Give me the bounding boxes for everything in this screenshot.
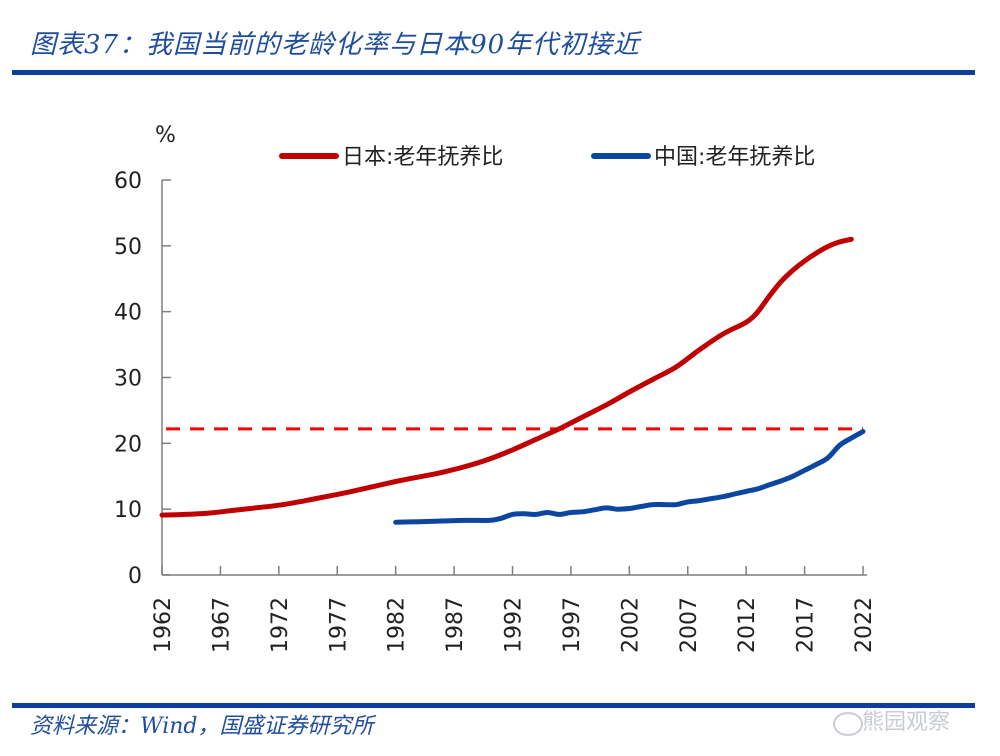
x-tick-label: 1997 bbox=[560, 597, 585, 653]
x-tick-label: 1982 bbox=[385, 597, 410, 653]
y-tick-label: 10 bbox=[114, 498, 142, 523]
wechat-icon bbox=[833, 712, 863, 736]
source-note: 资料来源：Wind，国盛证券研究所 bbox=[30, 714, 374, 739]
watermark: 熊园观察 bbox=[862, 710, 951, 735]
y-tick-label: 0 bbox=[128, 564, 142, 589]
x-tick-label: 2022 bbox=[852, 597, 877, 653]
y-tick-label: 20 bbox=[114, 432, 142, 457]
legend-label-japan: 日本:老年抚养比 bbox=[342, 145, 503, 170]
x-tick-label: 2012 bbox=[735, 597, 760, 653]
x-tick-label: 2002 bbox=[618, 597, 643, 653]
y-axis-unit-label: % bbox=[155, 123, 176, 148]
legend: 日本:老年抚养比 中国:老年抚养比 bbox=[279, 145, 815, 170]
header-divider bbox=[12, 70, 975, 75]
x-tick-label: 1987 bbox=[443, 597, 468, 653]
footer-divider bbox=[12, 703, 975, 708]
x-tick-label: 1962 bbox=[151, 597, 176, 653]
y-tick-label: 30 bbox=[114, 367, 142, 392]
y-tick-label: 60 bbox=[114, 169, 142, 194]
x-tick-label: 1967 bbox=[209, 597, 234, 653]
x-tick-label: 2007 bbox=[677, 597, 702, 653]
chart-title: 图表37：我国当前的老龄化率与日本90年代初接近 bbox=[30, 30, 641, 60]
legend-label-china: 中国:老年抚养比 bbox=[654, 145, 815, 170]
x-tick-label: 1972 bbox=[268, 597, 293, 653]
series-line-japan bbox=[159, 236, 854, 518]
x-tick-label: 1992 bbox=[502, 597, 527, 653]
x-tick-label: 1977 bbox=[326, 597, 351, 653]
y-tick-label: 50 bbox=[114, 235, 142, 260]
series-line-china bbox=[393, 429, 866, 525]
x-tick-label: 2017 bbox=[794, 597, 819, 653]
y-tick-label: 40 bbox=[114, 301, 142, 326]
